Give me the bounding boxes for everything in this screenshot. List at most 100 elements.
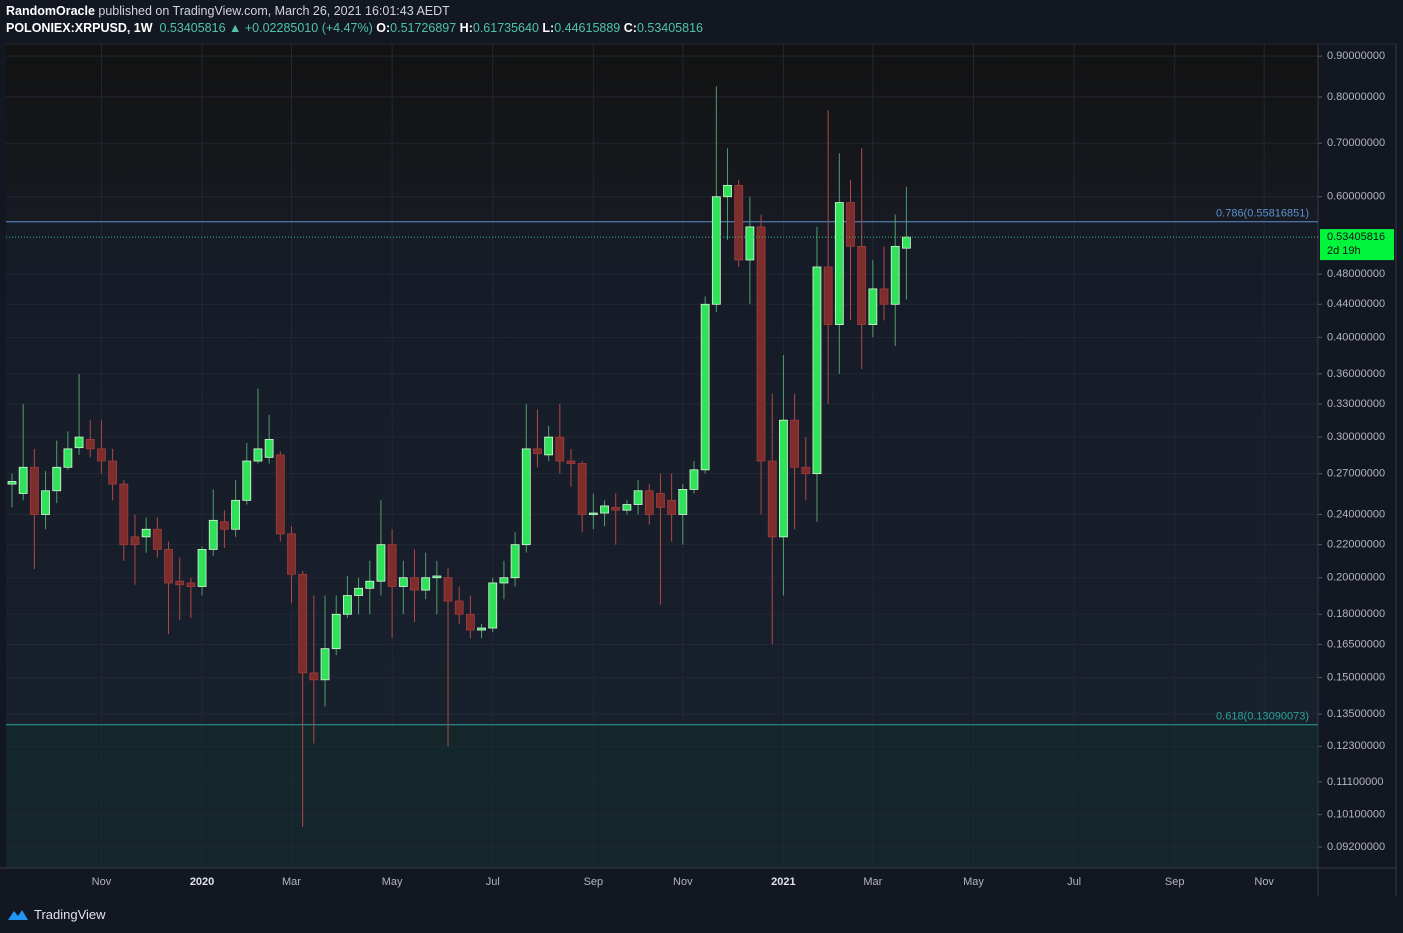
y-tick-label: 0.24000000: [1327, 508, 1385, 520]
x-tick-label: May: [963, 876, 984, 888]
candle-body: [108, 460, 118, 485]
fib-label: 0.618(0.13090073): [1216, 711, 1309, 723]
y-tick-label: 0.09200000: [1327, 841, 1385, 853]
change: ▲ +0.02285010 (+4.47%): [229, 21, 373, 35]
candle-body: [823, 266, 833, 325]
candle-body: [834, 202, 844, 325]
candle-body: [331, 613, 341, 650]
candle-body: [298, 573, 308, 674]
candle-body: [152, 528, 162, 550]
candle-body: [264, 439, 274, 458]
candle-body: [689, 469, 699, 490]
y-tick-label: 0.18000000: [1327, 608, 1385, 620]
x-tick-label: Mar: [282, 876, 301, 888]
y-tick-label: 0.48000000: [1327, 268, 1385, 280]
candle-body: [208, 519, 218, 550]
chart: 0.90000000 0.80000000 0.70000000 0.60000000…: [0, 0, 1403, 900]
last: 0.53405816: [159, 21, 226, 35]
candle-body: [779, 419, 788, 538]
x-tick-label: Nov: [92, 876, 112, 888]
candle-body: [488, 582, 498, 629]
price-tag-value: 0.53405816: [1327, 231, 1385, 243]
ohlc-label: O:: [376, 21, 391, 35]
candle-body: [186, 582, 196, 587]
x-tick-label: Nov: [1254, 876, 1274, 888]
zone-low: [6, 724, 1318, 868]
xaxis-bg: [0, 868, 1318, 900]
ohlc-value: 0.51726897: [390, 21, 457, 35]
candle-body: [130, 536, 140, 546]
y-tick-label: 0.22000000: [1327, 539, 1385, 551]
candle-body: [700, 303, 710, 471]
candle-body: [309, 672, 319, 681]
candle-body: [242, 460, 252, 501]
candle-body: [465, 613, 475, 631]
x-tick-label: Jul: [1067, 876, 1081, 888]
candle-body: [220, 521, 229, 530]
candle-body: [410, 577, 419, 591]
candle-body: [63, 448, 73, 468]
candle-body: [857, 245, 867, 325]
candle-body: [164, 549, 173, 584]
price-tag: [1320, 229, 1394, 261]
candle-body: [633, 490, 643, 505]
candle-body: [342, 595, 352, 615]
zone-top: [6, 44, 1318, 222]
candle-body: [41, 490, 50, 515]
candle-body: [521, 448, 531, 546]
ohlc-line: POLONIEX:XRPUSD, 1W 0.53405816 ▲ +0.0228…: [6, 21, 703, 35]
candle-body: [600, 505, 609, 514]
candle-body: [119, 483, 129, 546]
price-tag-countdown: 2d 19h: [1327, 245, 1361, 257]
candle-body: [320, 648, 330, 681]
candle-body: [275, 454, 285, 535]
publish-line: RandomOracle published on TradingView.co…: [6, 4, 450, 18]
ohlc-label: H:: [459, 21, 473, 35]
candle-body: [97, 448, 106, 462]
candle-body: [253, 448, 263, 462]
x-tick-label: May: [382, 876, 403, 888]
x-tick-label: 2021: [771, 876, 795, 888]
ohlc-value: 0.61735640: [472, 21, 539, 35]
y-tick-label: 0.40000000: [1327, 331, 1385, 343]
candle-body: [52, 466, 62, 492]
candle-body: [723, 184, 732, 198]
x-tick-label: Mar: [863, 876, 882, 888]
candle-body: [454, 600, 464, 615]
candle-body: [443, 577, 453, 602]
candle-body: [611, 506, 621, 511]
candle-body: [890, 245, 900, 305]
candle-body: [711, 196, 721, 305]
x-tick-label: Sep: [584, 876, 604, 888]
candle-body: [544, 436, 554, 456]
candle-body: [197, 549, 207, 587]
y-tick-label: 0.15000000: [1327, 671, 1385, 683]
candle-body: [577, 463, 587, 515]
y-tick-label: 0.27000000: [1327, 468, 1385, 480]
candle-body: [398, 577, 408, 587]
candle-body: [588, 512, 598, 515]
candle-body: [756, 226, 766, 462]
y-tick-label: 0.13500000: [1327, 708, 1385, 720]
candle-body: [902, 236, 911, 249]
candle-body: [421, 577, 431, 591]
candle-body: [868, 288, 878, 325]
logo: [8, 910, 28, 920]
y-tick-label: 0.80000000: [1327, 91, 1385, 103]
ohlc-label: C:: [623, 21, 637, 35]
candle-body: [231, 499, 241, 530]
candle-body: [801, 466, 811, 475]
y-tick-label: 0.11100000: [1327, 776, 1383, 788]
y-tick-label: 0.30000000: [1327, 431, 1385, 443]
candle-body: [432, 575, 442, 579]
grid: [0, 43, 1397, 896]
ohlc-label: L:: [542, 21, 555, 35]
axis-bg: [1318, 0, 1403, 900]
candle-body: [85, 439, 95, 450]
y-tick-label: 0.44000000: [1327, 298, 1385, 310]
candle-body: [644, 490, 654, 515]
candle-body: [622, 504, 632, 511]
y-tick-label: 0.70000000: [1327, 137, 1385, 149]
candle-body: [287, 533, 296, 575]
